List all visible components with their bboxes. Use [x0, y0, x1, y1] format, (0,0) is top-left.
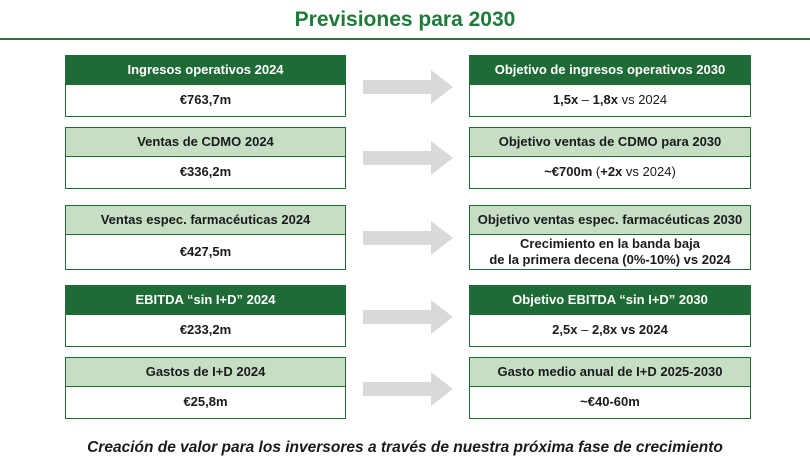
- right-value: ~€40-60m: [470, 386, 750, 417]
- left-header: Ingresos operativos 2024: [66, 56, 345, 84]
- right-header: Objetivo ventas de CDMO para 2030: [470, 128, 750, 156]
- left-header: Gastos de I+D 2024: [66, 358, 345, 386]
- right-value: Crecimiento en la banda baja de la prime…: [470, 234, 750, 268]
- right-header: Objetivo EBITDA “sin I+D” 2030: [470, 286, 750, 314]
- right-value: 2,5x – 2,8x vs 2024: [470, 314, 750, 345]
- page-title: Previsiones para 2030: [294, 8, 516, 31]
- arrow-right-icon: [363, 141, 453, 175]
- arrow-right-icon: [363, 300, 453, 334]
- left-box-ingresos: Ingresos operativos 2024 €763,7m: [65, 55, 346, 117]
- left-box-cdmo: Ventas de CDMO 2024 €336,2m: [65, 127, 346, 189]
- right-box-gasto-medio: Gasto medio anual de I+D 2025-2030 ~€40-…: [469, 357, 751, 419]
- left-value: €336,2m: [66, 156, 345, 187]
- right-header: Objetivo de ingresos operativos 2030: [470, 56, 750, 84]
- left-value: €25,8m: [66, 386, 345, 417]
- right-box-ebitda: Objetivo EBITDA “sin I+D” 2030 2,5x – 2,…: [469, 285, 751, 347]
- left-box-gastos-id: Gastos de I+D 2024 €25,8m: [65, 357, 346, 419]
- right-value: ~€700m (+2x vs 2024): [470, 156, 750, 187]
- right-value-line2: de la primera decena (0%-10%) vs 2024: [489, 251, 731, 267]
- right-box-ingresos: Objetivo de ingresos operativos 2030 1,5…: [469, 55, 751, 117]
- right-value-line1: Crecimiento en la banda baja: [520, 235, 700, 251]
- arrow-right-icon: [363, 372, 453, 406]
- left-header: EBITDA “sin I+D” 2024: [66, 286, 345, 314]
- left-value: €427,5m: [66, 234, 345, 268]
- left-header: Ventas espec. farmacéuticas 2024: [66, 206, 345, 234]
- left-box-farma: Ventas espec. farmacéuticas 2024 €427,5m: [65, 205, 346, 270]
- right-box-cdmo: Objetivo ventas de CDMO para 2030 ~€700m…: [469, 127, 751, 189]
- left-header: Ventas de CDMO 2024: [66, 128, 345, 156]
- title-divider: [0, 38, 810, 40]
- footer-tagline: Creación de valor para los inversores a …: [87, 439, 723, 456]
- right-box-farma: Objetivo ventas espec. farmacéuticas 203…: [469, 205, 751, 270]
- right-header: Objetivo ventas espec. farmacéuticas 203…: [470, 206, 750, 234]
- left-value: €233,2m: [66, 314, 345, 345]
- arrow-right-icon: [363, 221, 453, 255]
- left-value: €763,7m: [66, 84, 345, 115]
- right-value: 1,5x – 1,8x vs 2024: [470, 84, 750, 115]
- left-box-ebitda: EBITDA “sin I+D” 2024 €233,2m: [65, 285, 346, 347]
- right-header: Gasto medio anual de I+D 2025-2030: [470, 358, 750, 386]
- arrow-right-icon: [363, 70, 453, 104]
